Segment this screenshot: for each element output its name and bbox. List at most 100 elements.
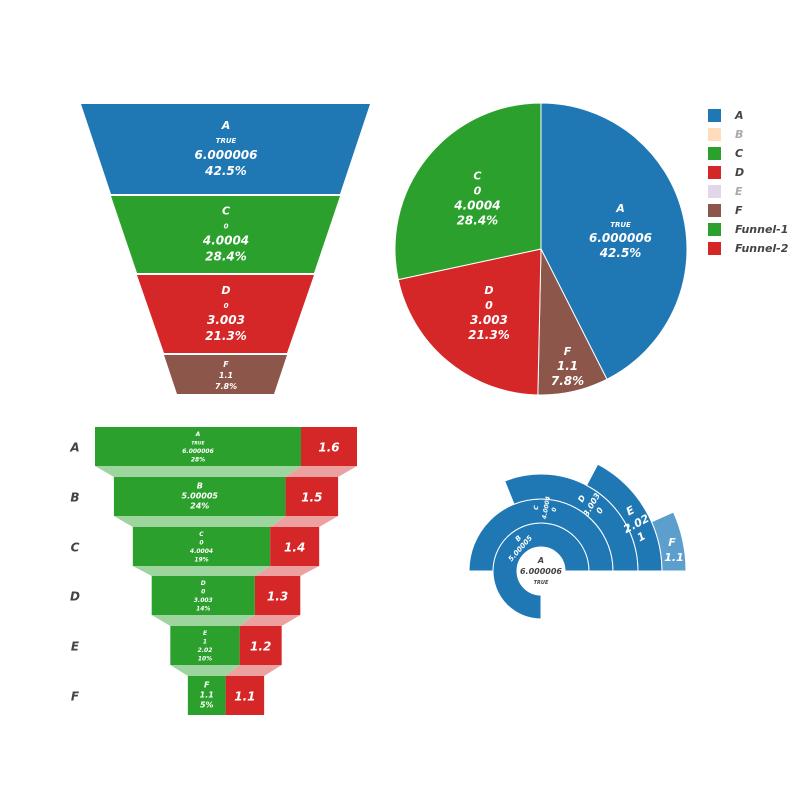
funnel-category-tick-D: D — [70, 590, 80, 604]
funnel-connector-funnel-1 — [170, 665, 240, 676]
funnel-label-funnel-1-E: 1 — [203, 638, 207, 645]
pie-slice-D[interactable] — [397, 248, 542, 396]
funnelarea-segment-A[interactable] — [81, 104, 370, 194]
pie-label-A: A — [615, 202, 625, 215]
pie-label-D: 3.003 — [470, 313, 508, 327]
funnelarea-segment-D[interactable] — [137, 275, 314, 353]
funnel-label-funnel-2-C: 1.4 — [284, 541, 305, 555]
funnel-connector-funnel-1 — [132, 566, 271, 576]
funnel-label-funnel-1-B: 5.00005 — [182, 492, 219, 501]
funnel-bar-funnel-1-A[interactable] — [95, 427, 301, 466]
legend-swatch — [708, 223, 721, 236]
sunburst-label-C: 0 — [551, 507, 559, 512]
pie-label-C: 4.0004 — [453, 199, 500, 213]
pie-label-F: 1.1 — [557, 359, 578, 373]
funnelarea-label-D: 21.3% — [205, 329, 247, 343]
legend-item-e[interactable]: E — [708, 182, 788, 201]
funnel-bar-funnel-1-F[interactable] — [187, 676, 226, 715]
funnelarea-label-A: 6.000006 — [194, 148, 257, 162]
sunburst-label-A: A — [537, 556, 544, 565]
pie-label-D: D — [484, 284, 493, 297]
funnel-bar-funnel-2-F[interactable] — [225, 676, 265, 715]
funnel-label-funnel-2-F: 1.1 — [234, 690, 255, 704]
legend-swatch — [708, 204, 721, 217]
funnel-bar-funnel-2-C[interactable] — [270, 527, 320, 566]
sunburst-label-D: D — [576, 493, 587, 504]
funnelarea-label-D: D — [221, 284, 230, 297]
funnel-connector-funnel-2 — [239, 615, 301, 626]
funnel-bar-funnel-1-B[interactable] — [113, 477, 286, 516]
funnel-bar-funnel-1-E[interactable] — [170, 626, 240, 665]
funnel-label-funnel-1-E: 2.02 — [198, 647, 213, 654]
pie-label-A: TRUE — [610, 221, 631, 229]
legend-label: F — [735, 204, 743, 217]
legend-item-c[interactable]: C — [708, 144, 788, 163]
funnel-connector-funnel-1 — [151, 615, 255, 626]
pie-label-C: 28.4% — [457, 214, 499, 228]
funnel-label-funnel-2-A: 1.6 — [318, 441, 339, 455]
legend-label: D — [735, 166, 745, 179]
legend-swatch — [708, 109, 721, 122]
funnel-label-funnel-2-D: 1.3 — [267, 590, 288, 604]
funnel-connector-funnel-2 — [285, 466, 357, 477]
legend-item-funnel-1[interactable]: Funnel-1 — [708, 220, 788, 239]
funnel-label-funnel-1-B: 24% — [190, 502, 209, 511]
funnelarea-label-F: 1.1 — [219, 371, 233, 380]
legend-swatch — [708, 147, 721, 160]
funnelarea-segment-C[interactable] — [111, 196, 340, 273]
legend-item-funnel-2[interactable]: Funnel-2 — [708, 239, 788, 258]
funnelarea-label-A: A — [221, 119, 231, 132]
funnel-bar-funnel-1-C[interactable] — [132, 527, 271, 566]
funnelarea-label-C: C — [222, 205, 230, 218]
funnel-connector-funnel-2 — [270, 516, 339, 527]
funnel-bar-funnel-2-E[interactable] — [239, 626, 282, 665]
sunburst-label-D: 0 — [595, 506, 606, 516]
funnel-label-funnel-1-A: A — [195, 431, 201, 438]
funnel-label-funnel-2-B: 1.5 — [301, 491, 322, 505]
funnel-bar-funnel-2-A[interactable] — [301, 427, 357, 466]
funnel-chart: AATRUE6.00000628%1.6BB5.0000524%1.5CC04.… — [69, 427, 357, 715]
legend-label: E — [735, 185, 743, 198]
legend-item-d[interactable]: D — [708, 163, 788, 182]
legend-swatch — [708, 166, 721, 179]
funnel-bar-funnel-2-D[interactable] — [254, 576, 301, 615]
sunburst-center-A[interactable] — [517, 547, 565, 595]
legend-label: C — [735, 147, 744, 160]
pie-label-F: 7.8% — [551, 374, 584, 388]
legend-item-b[interactable]: B — [708, 125, 788, 144]
funnel-label-funnel-1-A: 6.000006 — [182, 448, 214, 455]
funnelarea-segment-F[interactable] — [164, 355, 287, 394]
funnel-bar-funnel-1-D[interactable] — [151, 576, 255, 615]
funnel-label-funnel-1-E: E — [203, 630, 208, 637]
funnel-label-funnel-1-B: B — [197, 482, 203, 491]
funnel-category-tick-C: C — [71, 541, 80, 555]
funnelarea-label-C: 0 — [224, 223, 229, 231]
funnelarea-label-D: 3.003 — [207, 313, 245, 327]
legend-swatch — [708, 185, 721, 198]
funnelarea-label-C: 28.4% — [205, 250, 247, 264]
legend-item-f[interactable]: F — [708, 201, 788, 220]
pie-label-F: F — [564, 345, 572, 358]
funnelarea-label-F: F — [223, 360, 229, 369]
funnel-label-funnel-1-C: 4.0004 — [190, 548, 213, 555]
sunburst-label-A: 6.000006 — [520, 567, 562, 576]
pie-label-A: 6.000006 — [589, 231, 652, 245]
funnel-label-funnel-2-E: 1.2 — [250, 640, 271, 654]
pie-slice-C[interactable] — [394, 102, 542, 281]
legend-item-a[interactable]: A — [708, 106, 788, 125]
funnel-label-funnel-1-C: C — [199, 531, 204, 538]
pie-label-C: 0 — [474, 185, 482, 198]
funnelarea-label-D: 0 — [224, 302, 229, 310]
funnel-label-funnel-1-C: 19% — [194, 556, 208, 563]
pie-label-D: 21.3% — [468, 328, 510, 342]
funnel-category-tick-E: E — [71, 640, 80, 654]
funnel-label-funnel-1-C: 0 — [199, 539, 203, 546]
legend-swatch — [708, 128, 721, 141]
funnel-bar-funnel-2-B[interactable] — [285, 477, 339, 516]
legend-label: Funnel-1 — [735, 223, 789, 236]
sunburst-sector-F[interactable] — [650, 511, 687, 572]
pie-slice-A[interactable] — [540, 102, 688, 380]
funnel-label-funnel-1-D: 14% — [196, 605, 210, 612]
funnel-label-funnel-1-D: D — [201, 580, 206, 587]
